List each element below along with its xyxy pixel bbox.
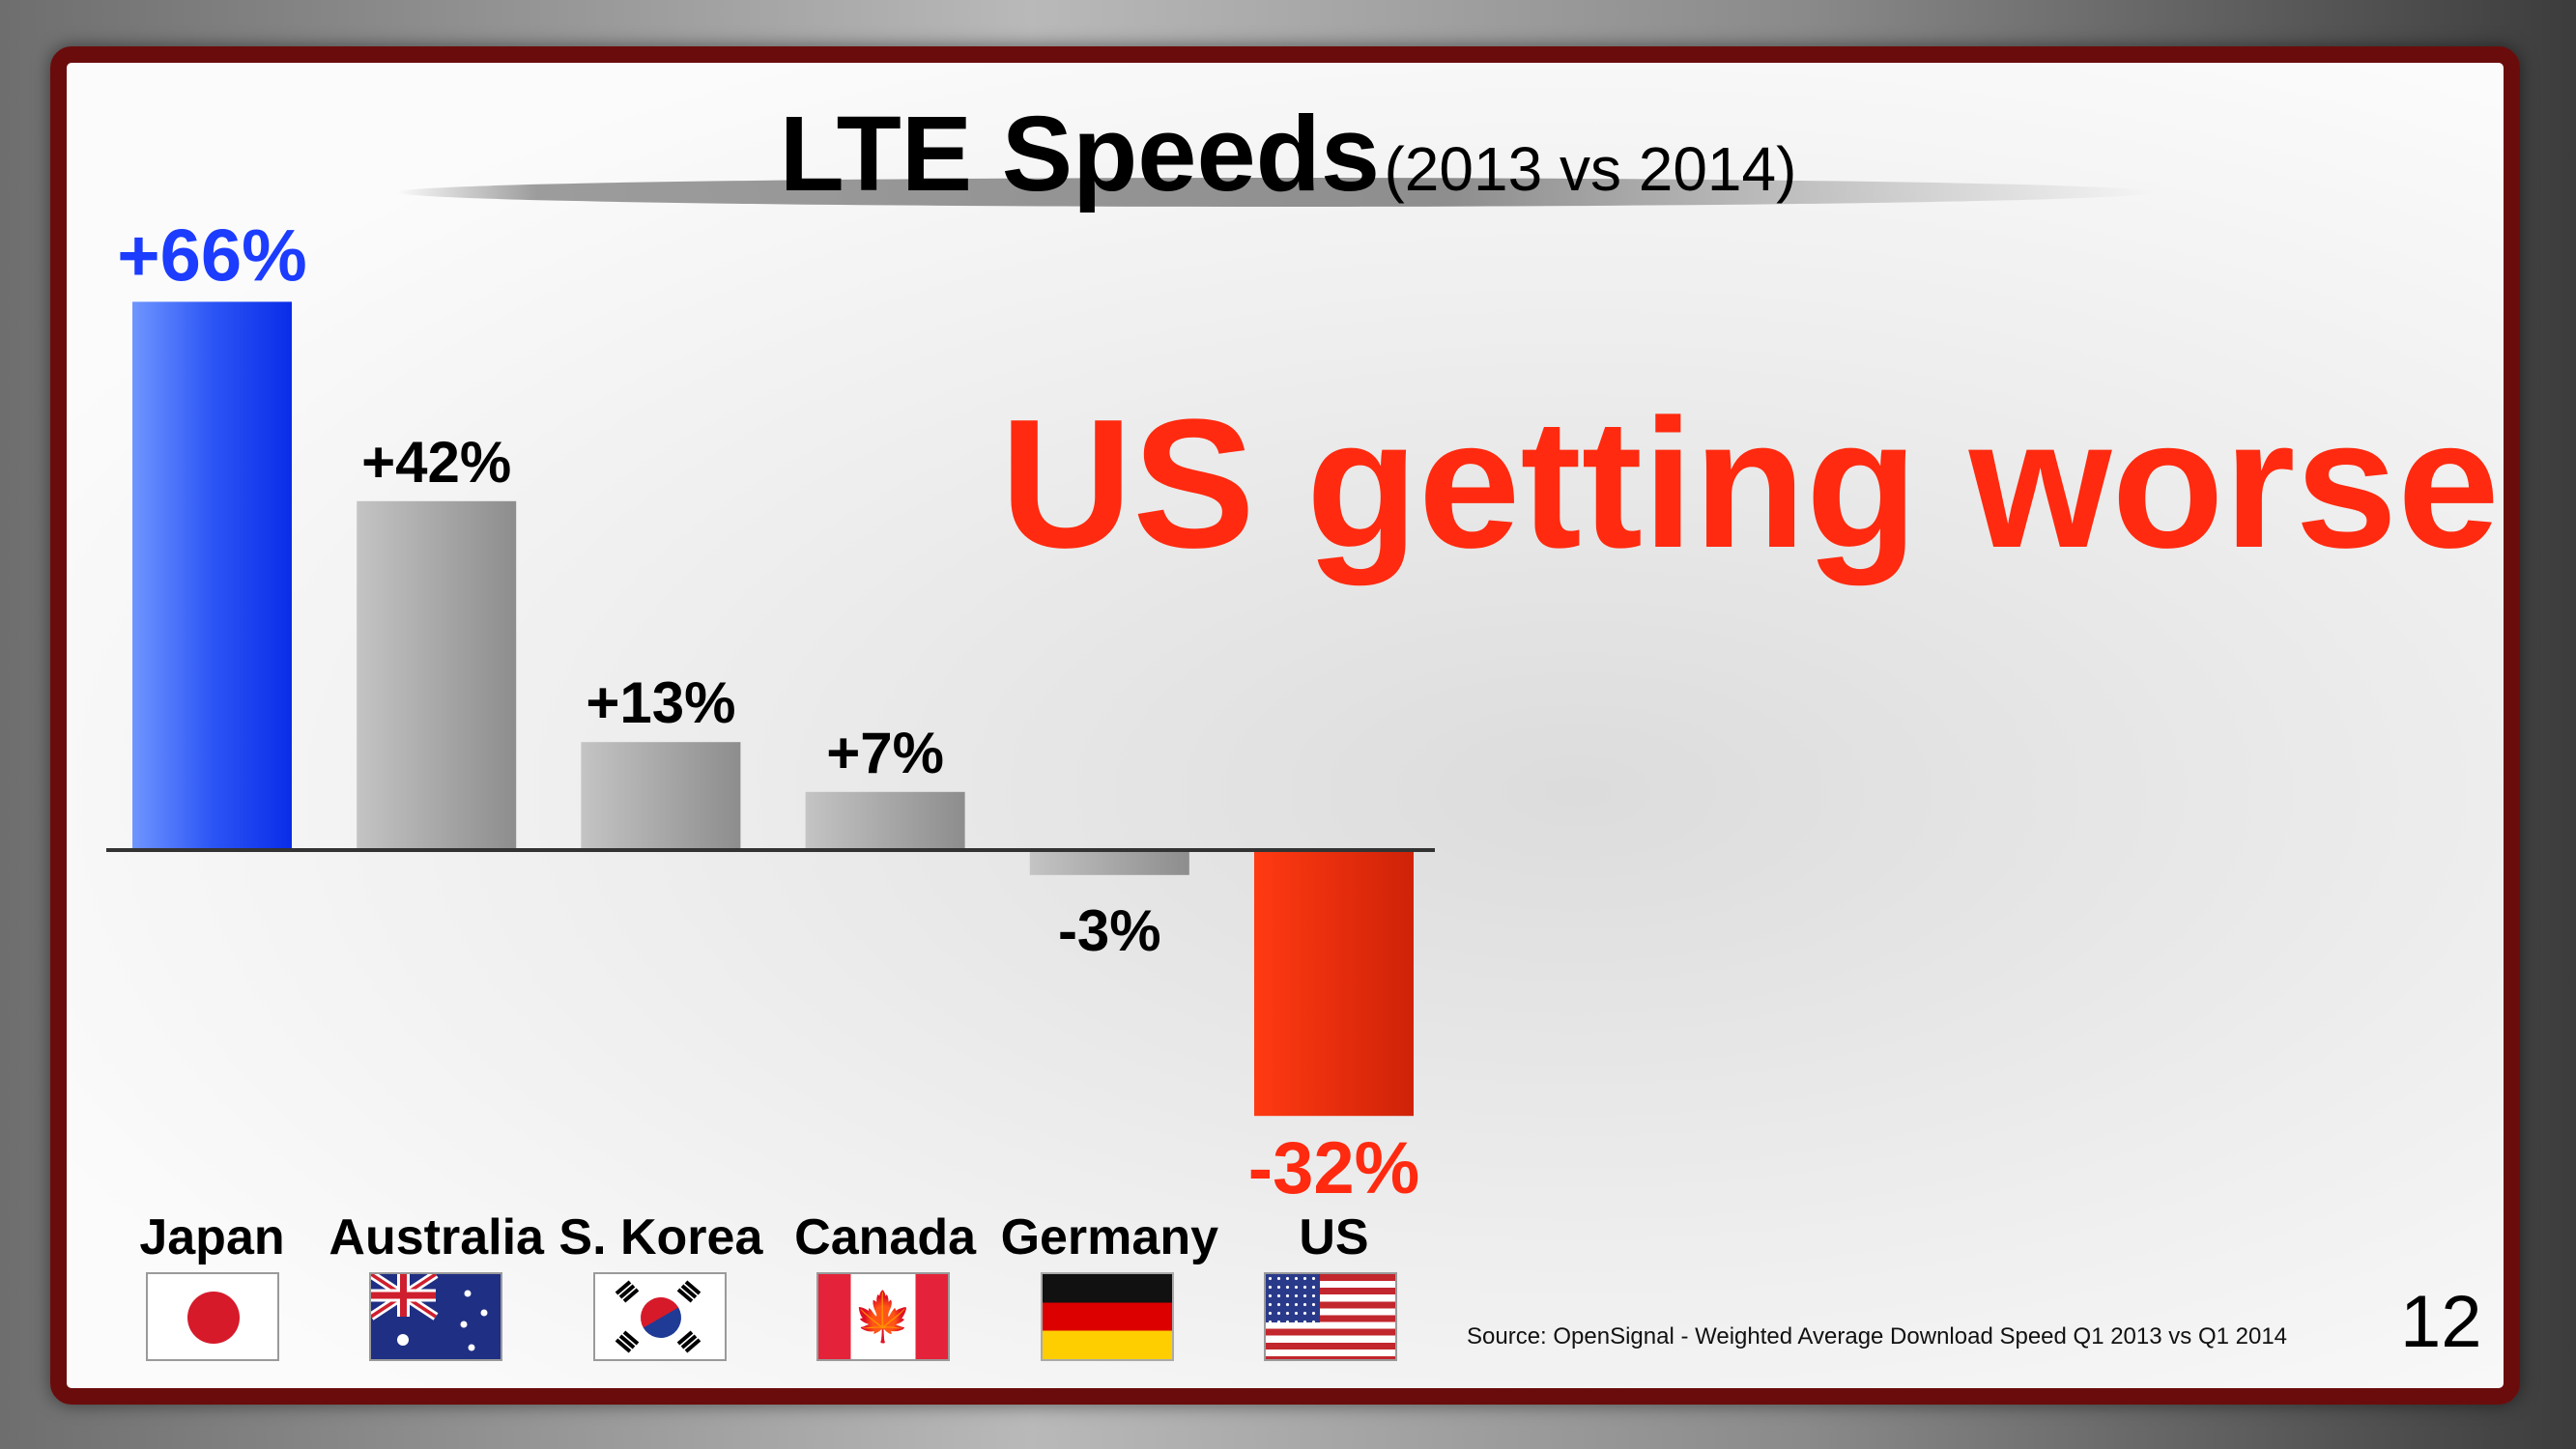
category-label-canada: Canada xyxy=(794,1209,977,1265)
category-label-australia: Australia xyxy=(329,1209,545,1265)
germany-flag-icon xyxy=(1041,1272,1174,1361)
slide-title: LTE Speeds (2013 vs 2014) xyxy=(0,93,2576,215)
canada-flag-icon: 🍁 xyxy=(816,1272,950,1361)
category-labels-group: Japan Australia S. Korea Canada Germany US xyxy=(139,1209,1368,1265)
title-main: LTE Speeds xyxy=(779,95,1381,213)
australia-flag-icon xyxy=(369,1272,502,1361)
title-brush-stroke xyxy=(396,178,2155,207)
bar-germany xyxy=(1029,850,1189,875)
value-label-australia: +42% xyxy=(361,430,511,495)
headline-callout: US getting worse xyxy=(1000,382,2500,586)
category-label-s-korea: S. Korea xyxy=(558,1209,763,1265)
value-labels-group: +66% +42% +13% +7% -3% -32% xyxy=(117,214,1419,1209)
value-label-s-korea: +13% xyxy=(586,670,735,735)
source-note: Source: OpenSignal - Weighted Average Do… xyxy=(1467,1323,2288,1350)
bar-us xyxy=(1254,850,1414,1117)
value-label-canada: +7% xyxy=(826,721,944,785)
bar-japan xyxy=(132,301,292,850)
category-label-germany: Germany xyxy=(1001,1209,1219,1265)
value-label-germany: -3% xyxy=(1058,898,1161,963)
us-flag-icon xyxy=(1264,1272,1397,1361)
bar-australia xyxy=(357,500,517,850)
page-number: 12 xyxy=(2400,1281,2482,1363)
title-subtitle: (2013 vs 2014) xyxy=(1384,134,1797,204)
bar-s-korea xyxy=(581,742,741,850)
value-label-japan: +66% xyxy=(117,214,307,297)
category-label-japan: Japan xyxy=(139,1209,284,1265)
bars-group xyxy=(132,301,1414,1117)
japan-flag-icon xyxy=(146,1272,279,1361)
category-label-us: US xyxy=(1299,1209,1368,1265)
south-korea-flag-icon xyxy=(593,1272,727,1361)
value-label-us: -32% xyxy=(1248,1127,1419,1209)
bar-canada xyxy=(805,791,965,850)
